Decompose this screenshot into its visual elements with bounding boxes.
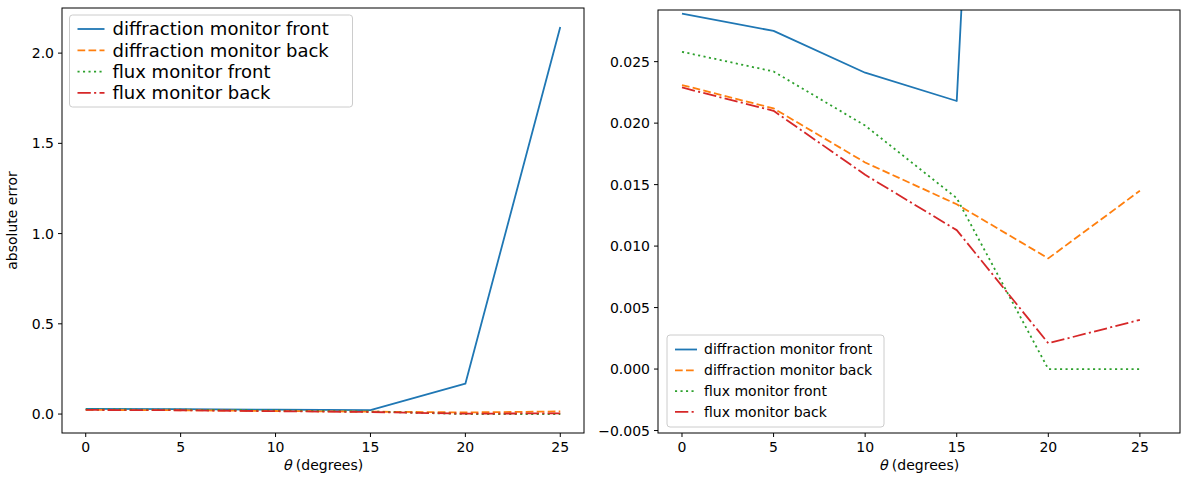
legend-label: diffraction monitor back (113, 40, 330, 61)
y-tick-label: 0.025 (610, 54, 650, 70)
series-line-flux-monitor-front (682, 52, 1140, 369)
series-line-diffraction-monitor-back (682, 85, 1140, 258)
x-tick-label: 25 (551, 439, 569, 455)
x-tick-label: 20 (1039, 439, 1057, 455)
legend-label: diffraction monitor back (704, 362, 873, 378)
y-tick-label: 0.0 (32, 406, 54, 422)
legend-lower-left: diffraction monitor front diffraction mon… (667, 335, 884, 427)
y-tick-label: 0.000 (610, 361, 650, 377)
legend-label: flux monitor front (113, 61, 271, 82)
legend-label: diffraction monitor front (704, 341, 873, 357)
legend-upper-left: diffraction monitor frontdiffraction mon… (70, 15, 353, 107)
y-tick-label: 2.0 (32, 45, 54, 61)
y-tick-label: 0.015 (610, 177, 650, 193)
legend-label: flux monitor back (704, 404, 828, 420)
x-tick-label: 15 (948, 439, 966, 455)
x-tick-label: 0 (678, 439, 687, 455)
x-tick-label: 10 (856, 439, 874, 455)
x-axis-label: θ (degrees) (879, 457, 959, 473)
y-tick-label: −0.005 (598, 423, 650, 439)
y-tick-label: 0.020 (610, 115, 650, 131)
x-tick-label: 0 (81, 439, 90, 455)
x-tick-label: 25 (1131, 439, 1149, 455)
y-tick-label: 1.0 (32, 226, 54, 242)
x-tick-label: 20 (456, 439, 474, 455)
x-tick-label: 10 (267, 439, 285, 455)
y-tick-label: 0.005 (610, 300, 650, 316)
figure-canvas: 0 5 10 15 20 25 0.0 0.5 1.0 1.5 2.0 θ (degrees) abso… (0, 0, 1189, 490)
series-lines (682, 0, 1140, 369)
x-tick-label: 15 (362, 439, 380, 455)
legend-label: diffraction monitor front (113, 18, 329, 39)
x-tick-label: 5 (769, 439, 778, 455)
right-chart-zoomed: 0 5 10 15 20 25 −0.005 0.000 0.005 0.010 0.015 0.02… (598, 0, 1180, 473)
legend-label: flux monitor back (113, 82, 272, 103)
y-axis-label: absolute error (4, 171, 20, 270)
series-line-diffraction-monitor-front (682, 0, 1140, 101)
left-chart-absolute-error: 0 5 10 15 20 25 0.0 0.5 1.0 1.5 2.0 θ (degrees) abso… (4, 8, 584, 473)
dual-line-chart-figure: 0 5 10 15 20 25 0.0 0.5 1.0 1.5 2.0 θ (degrees) abso… (0, 0, 1189, 490)
series-line-flux-monitor-back (682, 87, 1140, 343)
x-tick-label: 5 (176, 439, 185, 455)
y-tick-label: 0.010 (610, 238, 650, 254)
y-tick-label: 1.5 (32, 135, 54, 151)
legend-label: flux monitor front (704, 383, 827, 399)
x-axis-label: θ (degrees) (283, 457, 363, 473)
y-tick-label: 0.5 (32, 316, 54, 332)
